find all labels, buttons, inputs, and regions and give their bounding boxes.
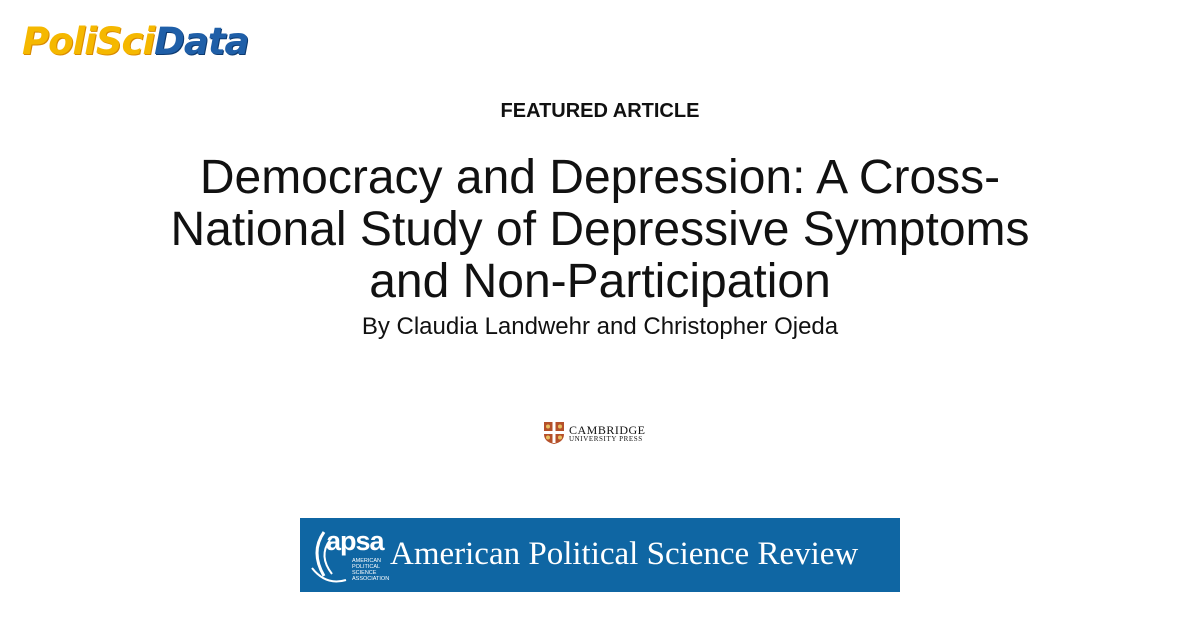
featured-label: FEATURED ARTICLE [500, 100, 700, 122]
association-line: AMERICAN [352, 558, 382, 564]
association-text: AMERICAN POLITICAL SCIENCE ASSOCIATION [352, 558, 389, 582]
journal-name: American Political Science Review [390, 536, 859, 572]
publisher-name: CAMBRIDGE [569, 422, 646, 437]
swoosh-icon [311, 531, 347, 583]
journal-banner: apsa AMERICAN POLITICAL SCIENCE ASSOCIAT… [300, 518, 900, 592]
article-title: Democracy and Depression: A Cross-Nation… [170, 151, 1030, 308]
association-line: SCIENCE [352, 570, 377, 576]
publisher-logo: CAMBRIDGE UNIVERSITY PRESS [543, 421, 646, 445]
shield-icon [544, 422, 564, 444]
association-line: ASSOCIATION [352, 576, 390, 582]
publisher-text: CAMBRIDGE UNIVERSITY PRESS [569, 424, 646, 443]
publisher-sub: UNIVERSITY PRESS [569, 434, 643, 443]
logo-text: Data [154, 20, 249, 63]
article-authors: By Claudia Landwehr and Christopher Ojed… [361, 313, 839, 340]
logo-text: PoliSci [22, 20, 155, 63]
site-logo[interactable]: PoliSciData [22, 20, 250, 63]
association-line: POLITICAL [352, 564, 381, 570]
journal-mark: apsa [326, 526, 385, 556]
